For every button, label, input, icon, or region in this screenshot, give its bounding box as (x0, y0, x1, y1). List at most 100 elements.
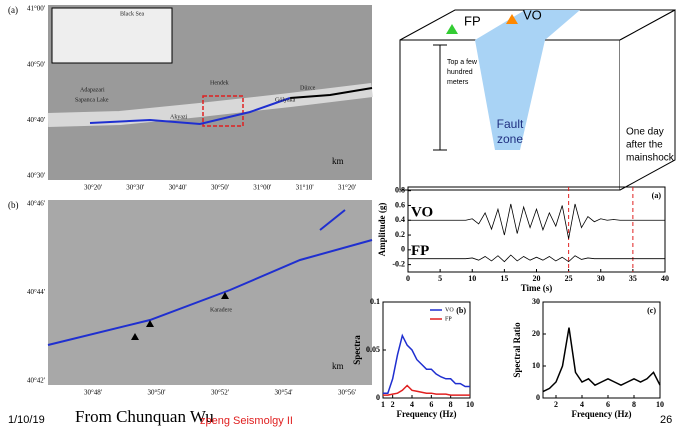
panel-label: (b) (8, 200, 19, 210)
vo-label: VO (523, 7, 542, 22)
x-tick-label: 10 (468, 274, 476, 283)
x-tick-label: 5 (438, 274, 442, 283)
series-line (543, 328, 660, 392)
panel-label: (b) (456, 306, 466, 315)
lon-label: 30°48' (84, 389, 102, 397)
x-axis-label: Frequency (Hz) (571, 409, 631, 419)
x-tick-label: 2 (391, 400, 395, 409)
x-tick-label: 30 (597, 274, 605, 283)
plot-frame (543, 302, 660, 398)
lon-label: 31°10' (296, 184, 314, 192)
place-label: Hendek (210, 80, 229, 86)
y-tick-label: 0.1 (370, 297, 380, 306)
inset (52, 8, 172, 63)
x-axis-label: Frequency (Hz) (396, 409, 456, 419)
x-tick-label: 40 (661, 274, 669, 283)
lon-label: 30°30' (126, 184, 144, 192)
y-axis-label: Spectral Ratio (512, 322, 522, 378)
x-tick-label: 10 (656, 400, 664, 409)
series-line (408, 204, 665, 239)
note: One day (626, 127, 664, 138)
page: FP VO Top a few hundred meters Fault zon… (0, 0, 678, 434)
legend-label: FP (445, 316, 452, 322)
y-axis-label: Spectra (352, 335, 362, 365)
x-tick-label: 4 (580, 400, 584, 409)
x-tick-label: 2 (554, 400, 558, 409)
zone-label: zone (497, 132, 523, 146)
y-tick-label: 20 (532, 329, 540, 338)
place-label: Gölyaka (275, 97, 296, 103)
legend-label: VO (445, 307, 454, 313)
depth-label: meters (447, 79, 469, 86)
lon-label: 30°50' (211, 184, 229, 192)
fp-label: FP (464, 13, 481, 28)
panel-label: (c) (647, 306, 656, 315)
x-tick-label: 20 (533, 274, 541, 283)
depth-label: hundred (447, 69, 473, 76)
page-number: 26 (660, 414, 672, 426)
lon-label: 30°20' (84, 184, 102, 192)
x-tick-label: 8 (449, 400, 453, 409)
place-label: Karadere (210, 307, 232, 313)
x-tick-label: 25 (565, 274, 573, 283)
x-tick-label: 0 (406, 274, 410, 283)
x-tick-label: 6 (429, 400, 433, 409)
y-tick-label: 0.2 (395, 230, 405, 239)
plot-frame (408, 187, 665, 272)
series-line (383, 336, 470, 394)
zone-label: Fault (497, 117, 524, 131)
y-tick-label: -0.2 (392, 259, 405, 268)
lat-label: 40°40' (27, 116, 45, 124)
x-tick-label: 35 (629, 274, 637, 283)
date: 1/10/19 (8, 414, 45, 426)
slide: FP VO Top a few hundred meters Fault zon… (0, 0, 678, 434)
y-tick-label: 0.4 (395, 215, 405, 224)
y-axis-label: Amplitude (g) (377, 203, 387, 257)
x-tick-label: 10 (466, 400, 474, 409)
x-tick-label: 1 (381, 400, 385, 409)
y-tick-label: 0 (536, 393, 540, 402)
x-tick-label: 4 (410, 400, 414, 409)
scale-label: km (332, 361, 344, 371)
lon-label: 30°54' (274, 389, 292, 397)
lat-label: 41°00' (27, 5, 45, 13)
lon-label: 30°56' (338, 389, 356, 397)
lat-label: 40°50' (27, 60, 45, 68)
y-tick-label: 30 (532, 297, 540, 306)
scale-label: km (332, 156, 344, 166)
series-line (383, 386, 470, 396)
place-label: Adapazari (80, 87, 105, 93)
depth-label: Top a few (447, 59, 478, 66)
course: zpeng Seismolgy II (200, 415, 293, 427)
series-line (408, 255, 665, 262)
note: after the (626, 140, 663, 151)
lon-label: 30°52' (211, 389, 229, 397)
x-tick-label: 15 (500, 274, 508, 283)
place-label: Düzce (300, 85, 316, 91)
place-label: Akyazi (170, 114, 188, 120)
lat-label: 40°44' (27, 288, 45, 296)
x-tick-label: 6 (606, 400, 610, 409)
y-tick-label: 0 (376, 393, 380, 402)
x-tick-label: 8 (632, 400, 636, 409)
series-label: VO (411, 205, 433, 221)
note: mainshock (626, 153, 675, 164)
panel-label: (a) (652, 191, 662, 200)
lon-label: 30°40' (169, 184, 187, 192)
lat-label: 40°30' (27, 172, 45, 180)
y-tick-label: 10 (532, 361, 540, 370)
lon-label: 31°00' (253, 184, 271, 192)
lon-label: 30°50' (147, 389, 165, 397)
y-tick-label: 0.05 (366, 345, 380, 354)
series-label: FP (411, 243, 429, 259)
y-tick-label: 0 (401, 245, 405, 254)
y-tick-label: 0.6 (395, 200, 405, 209)
lat-label: 40°46' (27, 200, 45, 208)
x-axis-label: Time (s) (521, 283, 553, 293)
place-label: Sapanca Lake (75, 97, 109, 103)
credit: From Chunquan Wu (75, 407, 214, 426)
lon-label: 31°20' (338, 184, 356, 192)
y-tick-label: 0.8 (395, 186, 405, 195)
lat-label: 40°42' (27, 377, 45, 385)
place-label: Black Sea (120, 11, 144, 17)
